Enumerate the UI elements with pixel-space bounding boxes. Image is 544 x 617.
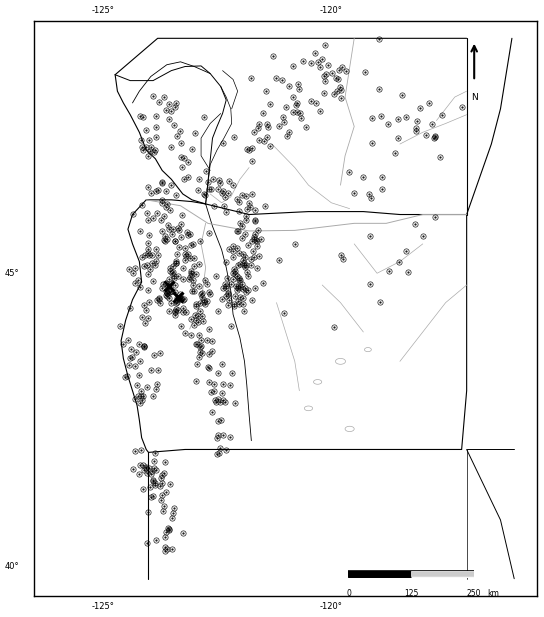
Text: N: N: [471, 93, 478, 102]
Text: 45°: 45°: [4, 269, 19, 278]
Text: km: km: [487, 589, 499, 598]
Text: -125°: -125°: [91, 6, 114, 15]
Text: 125: 125: [404, 589, 418, 598]
Text: 40°: 40°: [4, 563, 19, 571]
Text: 250: 250: [467, 589, 481, 598]
Text: -120°: -120°: [320, 602, 343, 611]
Text: 0: 0: [346, 589, 351, 598]
Text: -120°: -120°: [320, 6, 343, 15]
Text: -125°: -125°: [91, 602, 114, 611]
